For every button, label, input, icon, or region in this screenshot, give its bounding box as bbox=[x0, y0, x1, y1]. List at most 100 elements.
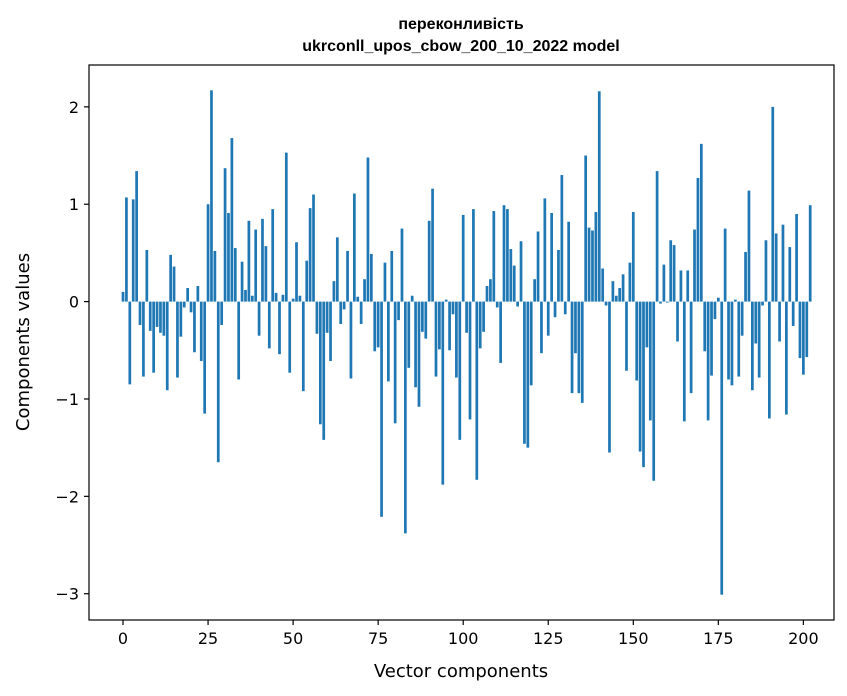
bar-186 bbox=[754, 301, 758, 344]
bar-191 bbox=[771, 106, 775, 302]
y-tick-label--3: −3 bbox=[55, 585, 79, 604]
bar-104 bbox=[475, 301, 479, 480]
bar-16 bbox=[176, 301, 179, 378]
bar-68 bbox=[352, 193, 356, 302]
bar-65 bbox=[342, 301, 346, 310]
bar-54 bbox=[305, 260, 309, 302]
bar-1 bbox=[125, 197, 128, 302]
bar-80 bbox=[393, 301, 397, 424]
bar-168 bbox=[693, 229, 696, 302]
bar-197 bbox=[791, 301, 795, 326]
x-tick-label-50: 50 bbox=[283, 629, 303, 648]
bar-24 bbox=[203, 301, 207, 414]
bar-179 bbox=[730, 301, 734, 386]
bar-97 bbox=[451, 301, 455, 315]
bar-114 bbox=[509, 249, 513, 302]
bar-160 bbox=[665, 301, 669, 303]
bar-13 bbox=[165, 301, 169, 391]
bar-166 bbox=[686, 270, 690, 302]
bar-174 bbox=[713, 301, 717, 320]
bar-169 bbox=[696, 177, 700, 302]
bar-194 bbox=[781, 224, 785, 302]
bar-101 bbox=[465, 301, 468, 333]
bar-133 bbox=[574, 301, 577, 354]
bar-145 bbox=[614, 295, 618, 302]
bar-164 bbox=[679, 270, 683, 302]
bar-93 bbox=[438, 301, 441, 350]
bar-112 bbox=[502, 205, 506, 302]
bar-108 bbox=[489, 279, 492, 302]
bar-81 bbox=[397, 301, 400, 321]
bar-142 bbox=[604, 301, 608, 306]
bar-123 bbox=[540, 301, 543, 354]
bar-10 bbox=[155, 301, 159, 327]
bar-118 bbox=[523, 301, 526, 444]
bar-34 bbox=[237, 301, 241, 380]
bar-183 bbox=[744, 251, 747, 302]
bar-185 bbox=[751, 301, 754, 391]
bar-33 bbox=[233, 248, 237, 302]
x-tick-label-125: 125 bbox=[533, 629, 564, 648]
bar-84 bbox=[407, 301, 411, 368]
x-tick-label-25: 25 bbox=[198, 629, 218, 648]
bar-51 bbox=[295, 242, 298, 302]
bar-163 bbox=[676, 301, 679, 342]
bar-122 bbox=[536, 231, 540, 302]
bar-111 bbox=[499, 301, 502, 363]
bar-150 bbox=[631, 212, 635, 302]
bar-series bbox=[121, 90, 812, 595]
bar-135 bbox=[580, 301, 584, 403]
bar-110 bbox=[495, 301, 499, 308]
bar-56 bbox=[312, 194, 315, 302]
bar-96 bbox=[448, 301, 451, 351]
bar-30 bbox=[223, 168, 227, 302]
bar-47 bbox=[281, 294, 285, 302]
bar-98 bbox=[455, 301, 458, 378]
bar-121 bbox=[533, 279, 536, 302]
bar-9 bbox=[152, 301, 155, 373]
bar-4 bbox=[135, 171, 138, 302]
bar-90 bbox=[427, 220, 431, 302]
bar-76 bbox=[380, 301, 383, 517]
bar-53 bbox=[301, 301, 305, 392]
bar-57 bbox=[315, 301, 319, 334]
bar-75 bbox=[376, 301, 380, 348]
bar-107 bbox=[485, 286, 489, 302]
bar-109 bbox=[492, 211, 496, 302]
bar-78 bbox=[387, 301, 390, 382]
bar-167 bbox=[689, 301, 693, 394]
bar-83 bbox=[404, 301, 407, 534]
bar-91 bbox=[431, 188, 434, 302]
bar-52 bbox=[298, 295, 302, 302]
bar-128 bbox=[557, 250, 560, 302]
bar-8 bbox=[148, 301, 152, 331]
bar-14 bbox=[169, 254, 172, 302]
x-tick-label-150: 150 bbox=[618, 629, 649, 648]
bar-201 bbox=[805, 301, 809, 358]
bar-27 bbox=[213, 250, 217, 302]
bar-116 bbox=[516, 301, 519, 307]
bar-85 bbox=[410, 295, 414, 302]
bar-175 bbox=[716, 297, 720, 302]
bar-86 bbox=[414, 301, 417, 388]
bar-151 bbox=[635, 301, 639, 381]
bar-18 bbox=[182, 301, 186, 308]
bar-92 bbox=[434, 301, 438, 377]
bar-6 bbox=[142, 301, 145, 377]
bar-158 bbox=[659, 301, 662, 304]
bar-187 bbox=[757, 301, 761, 378]
bar-115 bbox=[512, 265, 516, 302]
bar-143 bbox=[608, 301, 611, 453]
bar-190 bbox=[768, 301, 771, 419]
bar-173 bbox=[710, 301, 713, 376]
bar-155 bbox=[648, 301, 652, 421]
bar-100 bbox=[461, 214, 465, 302]
x-tick-label-75: 75 bbox=[368, 629, 388, 648]
bar-31 bbox=[227, 213, 230, 302]
bar-46 bbox=[278, 301, 281, 355]
bar-171 bbox=[703, 301, 707, 352]
y-tick-label-1: 1 bbox=[69, 195, 79, 214]
bar-149 bbox=[628, 262, 632, 302]
